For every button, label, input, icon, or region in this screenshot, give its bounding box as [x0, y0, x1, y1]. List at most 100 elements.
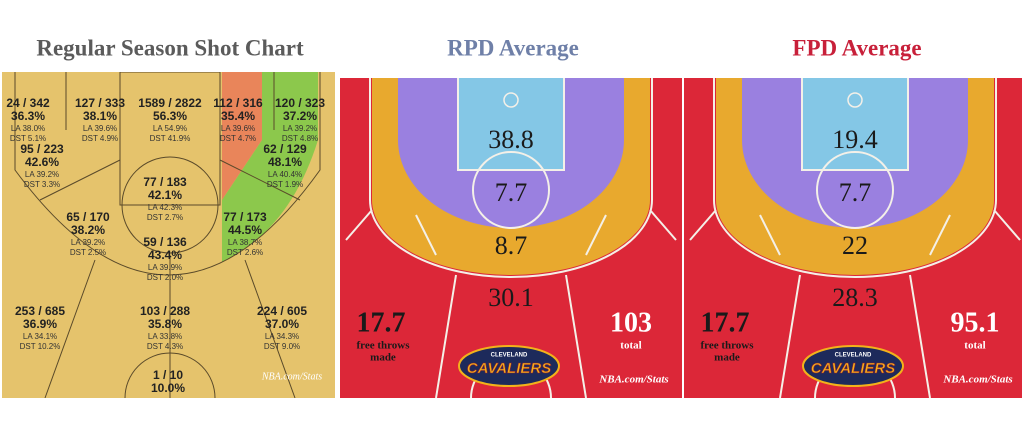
zone-made-attempts: 77 / 173 — [223, 210, 267, 224]
zone-pct: 56.3% — [153, 109, 187, 123]
zone-distribution: DST 4.8% — [282, 134, 318, 143]
zone-league-avg: LA 39.9% — [148, 263, 182, 272]
zone-league-avg: LA 40.4% — [268, 170, 302, 179]
watermark: NBA.com/Stats — [598, 374, 668, 386]
panel-title: FPD Average — [792, 35, 921, 60]
zone-league-avg: LA 38.0% — [11, 124, 45, 133]
zone-made-attempts: 120 / 323 — [275, 96, 325, 110]
zone-league-avg: LA 39.2% — [71, 238, 105, 247]
logo-city: CLEVELAND — [835, 353, 872, 359]
zone-pct: 38.2% — [71, 223, 105, 237]
zone-made-attempts: 1589 / 2822 — [138, 96, 202, 110]
rim — [847, 92, 863, 108]
zone-pct: 10.0% — [151, 381, 185, 395]
zone-distribution: DST 2.7% — [147, 213, 183, 222]
free-throws-label: made — [370, 352, 396, 364]
zone-made-attempts: 224 / 605 — [257, 304, 307, 318]
three-line — [14, 72, 321, 276]
zone-made-attempts: 62 / 129 — [263, 142, 307, 156]
zone-league-avg: LA 39.2% — [283, 124, 317, 133]
free-throws-value: 17.7 — [357, 307, 406, 338]
zone-made-attempts: 65 / 170 — [66, 210, 110, 224]
zone-value: 8.7 — [495, 231, 528, 260]
free-throws-label: made — [714, 352, 740, 364]
zone-made-attempts: 24 / 342 — [6, 96, 50, 110]
zone-value: 19.4 — [832, 125, 878, 154]
zone-league-avg: LA 42.3% — [148, 203, 182, 212]
rim — [503, 92, 519, 108]
zone-made-attempts: 77 / 183 — [143, 175, 187, 189]
center-circle — [124, 352, 216, 398]
logo-city: CLEVELAND — [491, 353, 528, 359]
panel-title: RPD Average — [447, 35, 579, 60]
free-throws-label: free throws — [356, 340, 410, 352]
free-throws-label: free throws — [700, 340, 754, 352]
zone-pct: 36.9% — [23, 317, 57, 331]
zone-pct: 42.1% — [148, 188, 182, 202]
zone-league-avg: LA 34.1% — [23, 332, 57, 341]
total-value: 103 — [610, 307, 652, 338]
ft-circle — [472, 151, 550, 229]
ft-circle — [816, 151, 894, 229]
zone-distribution: DST 4.9% — [82, 134, 118, 143]
zone-distribution: DST 4.3% — [147, 342, 183, 351]
zone-made-attempts: 59 / 136 — [143, 235, 187, 249]
zone-made-attempts: 127 / 333 — [75, 96, 125, 110]
free-throws-value: 17.7 — [701, 307, 750, 338]
total-label: total — [620, 340, 641, 352]
zone-pct: 44.5% — [228, 223, 262, 237]
zone-value: 30.1 — [488, 283, 534, 312]
logo-badge — [802, 345, 904, 387]
zone-league-avg: LA 54.9% — [153, 124, 187, 133]
zone-distribution: DST 2.0% — [147, 273, 183, 282]
zone-value: 28.3 — [832, 283, 878, 312]
zone-league-avg: LA 39.6% — [221, 124, 255, 133]
zone-distribution: DST 9.0% — [264, 342, 300, 351]
zone-league-avg: LA 39.2% — [25, 170, 59, 179]
zone-made-attempts: 1 / 10 — [153, 368, 183, 382]
zone-made-attempts: 253 / 685 — [15, 304, 65, 318]
zone-league-avg: LA 38.7% — [228, 238, 262, 247]
zone-distribution: DST 5.1% — [10, 134, 46, 143]
zone-value: 38.8 — [488, 125, 534, 154]
watermark: NBA.com/Stats — [261, 371, 322, 382]
logo-badge — [458, 345, 560, 387]
zone-pct: 35.4% — [221, 109, 255, 123]
zone-pct: 48.1% — [268, 155, 302, 169]
zone-league-avg: LA 39.6% — [83, 124, 117, 133]
zone-pct: 38.1% — [83, 109, 117, 123]
logo-team: CAVALIERS — [811, 360, 895, 377]
zone-made-attempts: 112 / 316 — [213, 96, 263, 110]
zone-pct: 37.2% — [283, 109, 317, 123]
paint — [119, 72, 221, 206]
hot-zone — [222, 72, 318, 262]
zone-pct: 42.6% — [25, 155, 59, 169]
zone-distribution: DST 3.3% — [24, 180, 60, 189]
zone-league-avg: LA 33.8% — [148, 332, 182, 341]
zone-distribution: DST 41.9% — [150, 134, 191, 143]
zone-pct: 43.4% — [148, 248, 182, 262]
court-lines — [689, 78, 1021, 398]
ft-circle — [121, 156, 219, 254]
zone-pct: 36.3% — [11, 109, 45, 123]
zone-pct: 37.0% — [265, 317, 299, 331]
zone-distribution: DST 2.5% — [70, 248, 106, 257]
zone-distribution: DST 2.6% — [227, 248, 263, 257]
total-label: total — [964, 340, 985, 352]
zone-value: 7.7 — [839, 178, 872, 207]
court-lines — [345, 78, 677, 398]
zone-distribution: DST 1.9% — [267, 180, 303, 189]
zone-pct: 35.8% — [148, 317, 182, 331]
zone-distribution: DST 10.2% — [20, 342, 61, 351]
zone-value: 7.7 — [495, 178, 528, 207]
panel-title: Regular Season Shot Chart — [36, 35, 304, 60]
hot-zone — [222, 72, 262, 200]
zone-league-avg: LA 34.3% — [265, 332, 299, 341]
watermark: NBA.com/Stats — [942, 374, 1012, 386]
